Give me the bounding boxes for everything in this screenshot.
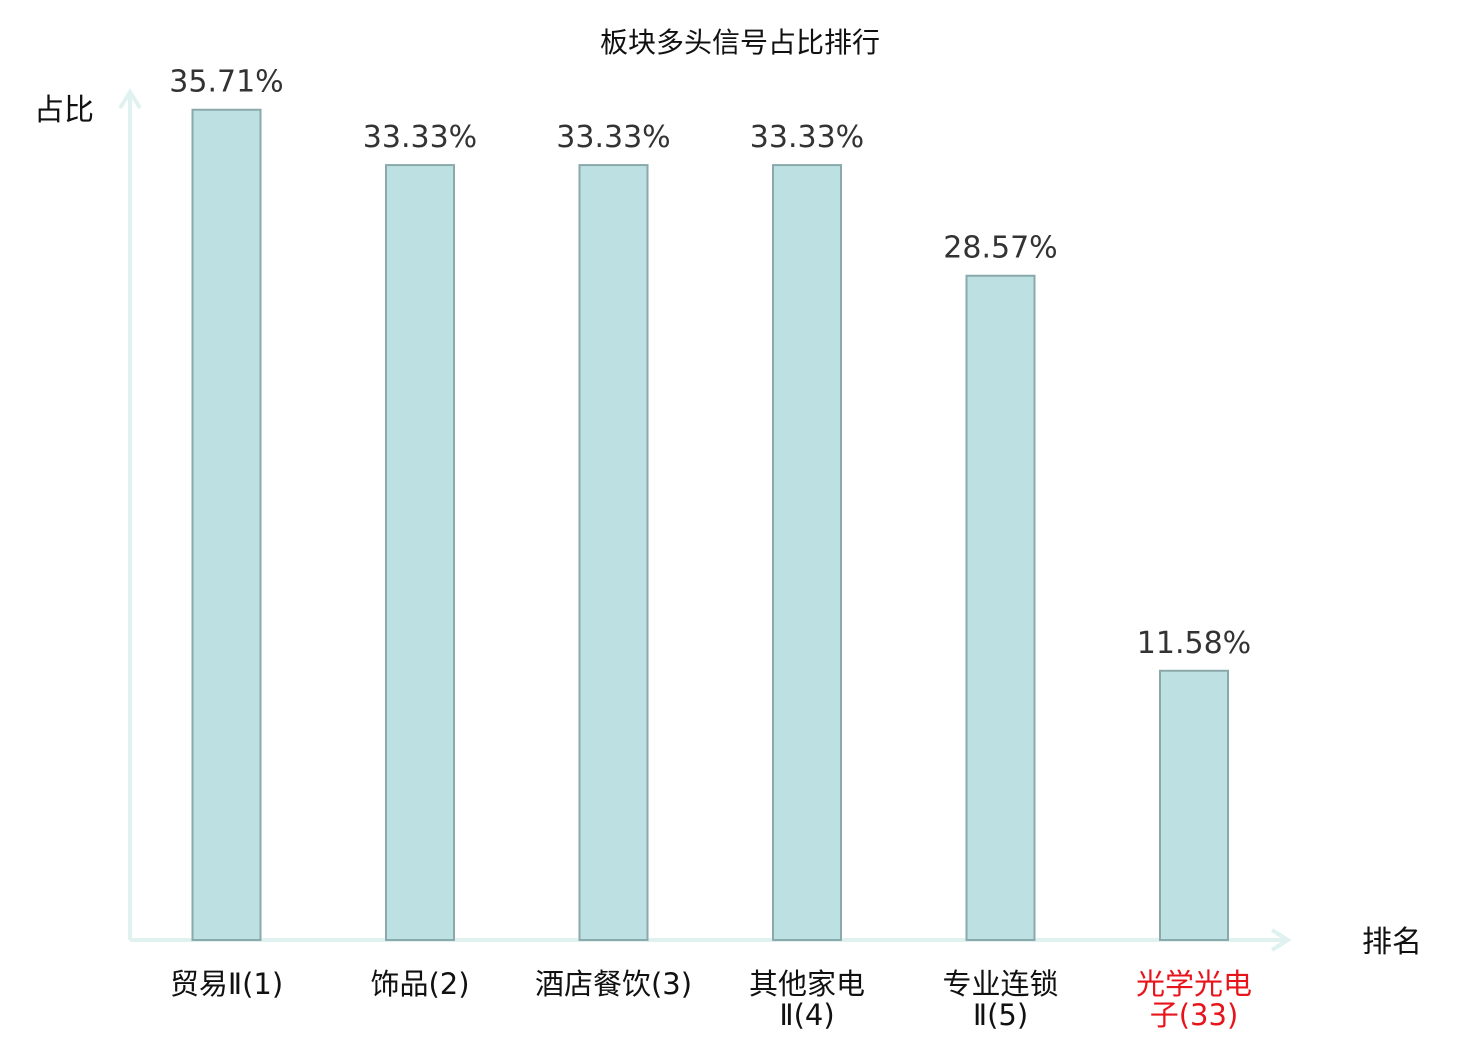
bar-5 [1159,669,1229,941]
bars-group [191,108,1229,942]
value-label-1: 33.33% [363,120,477,155]
value-label-0: 35.71% [169,65,283,100]
y-axis-label: 占比 [34,93,94,128]
bar-0 [191,108,262,942]
value-label-3: 33.33% [750,120,864,155]
category-label-3-line-0: 其他家电 [749,967,865,1001]
value-label-2: 33.33% [556,120,670,155]
category-label-5-line-0: 光学光电 [1136,967,1252,1001]
chart-title: 板块多头信号占比排行 [600,26,880,59]
x-axis [130,928,1292,952]
category-label-5-line-1: 子(33) [1150,998,1239,1032]
value-label-5: 11.58% [1137,626,1251,661]
bar-2 [578,164,649,941]
bar-4 [965,274,1036,941]
value-label-4: 28.57% [943,231,1057,266]
bar-1 [385,164,455,941]
category-label-4-line-1: Ⅱ(5) [973,998,1028,1032]
value-labels-group: 35.71% 33.33% 33.33% 33.33% 28.57% 11.58% [169,65,1251,661]
category-label-2: 酒店餐饮(3) [535,967,692,1001]
category-label-3-line-1: Ⅱ(4) [779,998,834,1032]
category-label-0: 贸易Ⅱ(1) [170,967,283,1001]
x-axis-label: 排名 [1362,925,1422,960]
bar-3 [772,164,842,941]
category-label-1: 饰品(2) [370,967,469,1001]
y-axis [118,88,142,940]
category-label-4-line-0: 专业连锁 [942,967,1058,1001]
